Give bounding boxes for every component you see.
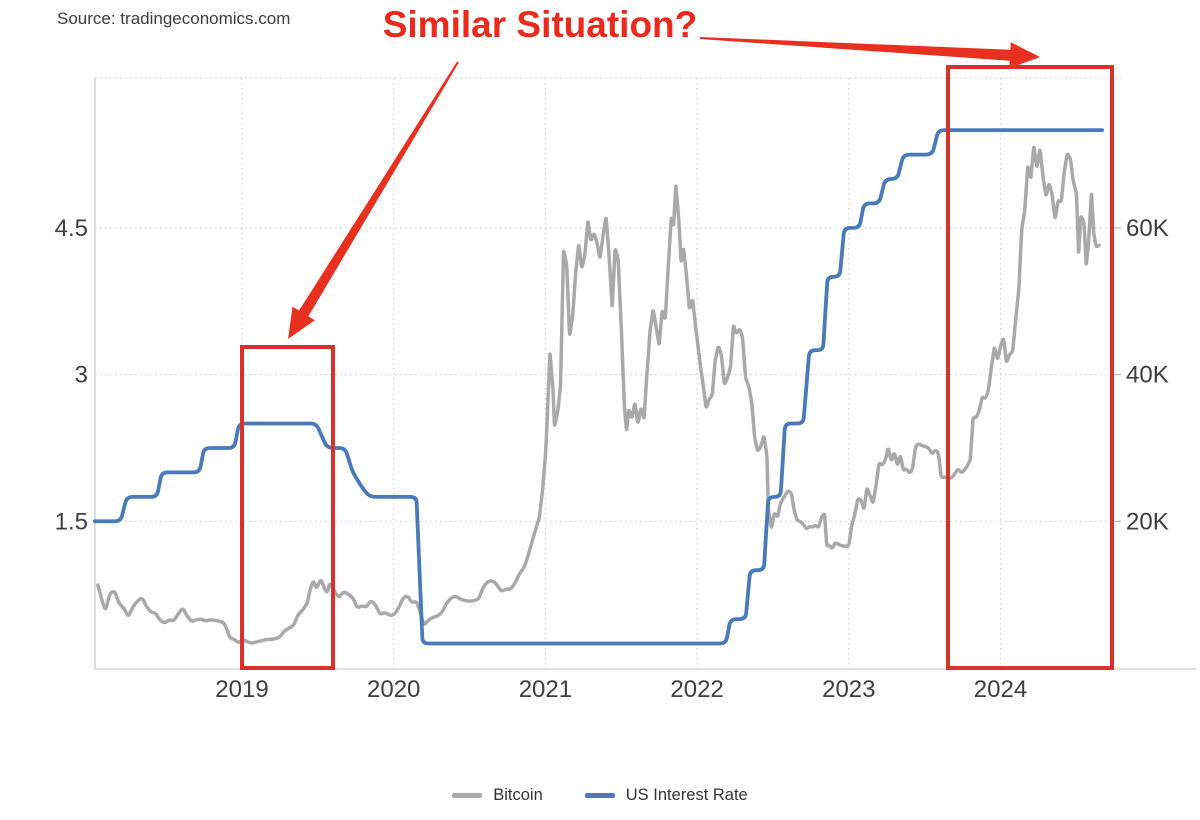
x-axis-tick-label: 2023 bbox=[822, 676, 875, 703]
annotation-title: Similar Situation? bbox=[382, 4, 698, 45]
highlight-box-2019 bbox=[240, 345, 335, 670]
annotation-arrow-left bbox=[288, 61, 459, 339]
legend-item-us-interest-rate[interactable]: US Interest Rate bbox=[584, 786, 748, 805]
legend-label-bitcoin: Bitcoin bbox=[493, 786, 543, 804]
x-axis-tick-label: 2021 bbox=[519, 676, 572, 703]
interest-rate-swatch-icon bbox=[584, 793, 615, 798]
x-axis-tick-label: 2020 bbox=[367, 676, 420, 703]
x-axis-tick-label: 2019 bbox=[215, 676, 268, 703]
axis-labels: 1.5 3 4.5 20K 40K 60K 2019 2020 2021 2022 2023 2024 bbox=[55, 215, 1169, 703]
bitcoin-series-line bbox=[96, 145, 1101, 645]
left-axis-tick-label: 1.5 bbox=[55, 508, 88, 535]
bitcoin-swatch-icon bbox=[452, 793, 483, 798]
source-label: Source: tradingeconomics.com bbox=[57, 9, 291, 28]
highlight-box-2024 bbox=[946, 65, 1114, 670]
right-axis-tick-label: 20K bbox=[1126, 508, 1169, 535]
right-axis-tick-label: 60K bbox=[1126, 215, 1169, 242]
right-axis-tick-label: 40K bbox=[1126, 362, 1169, 389]
legend-label-us-interest-rate: US Interest Rate bbox=[625, 786, 748, 804]
left-axis-tick-label: 3 bbox=[75, 362, 88, 389]
x-axis-tick-label: 2024 bbox=[974, 676, 1027, 703]
legend-item-bitcoin[interactable]: Bitcoin bbox=[452, 786, 543, 805]
left-axis-tick-label: 4.5 bbox=[55, 215, 88, 242]
legend: Bitcoin US Interest Rate bbox=[0, 786, 1200, 805]
interest-rate-series-line bbox=[92, 128, 1104, 646]
x-axis-tick-label: 2022 bbox=[670, 676, 723, 703]
annotation-arrow-right bbox=[699, 37, 1040, 69]
